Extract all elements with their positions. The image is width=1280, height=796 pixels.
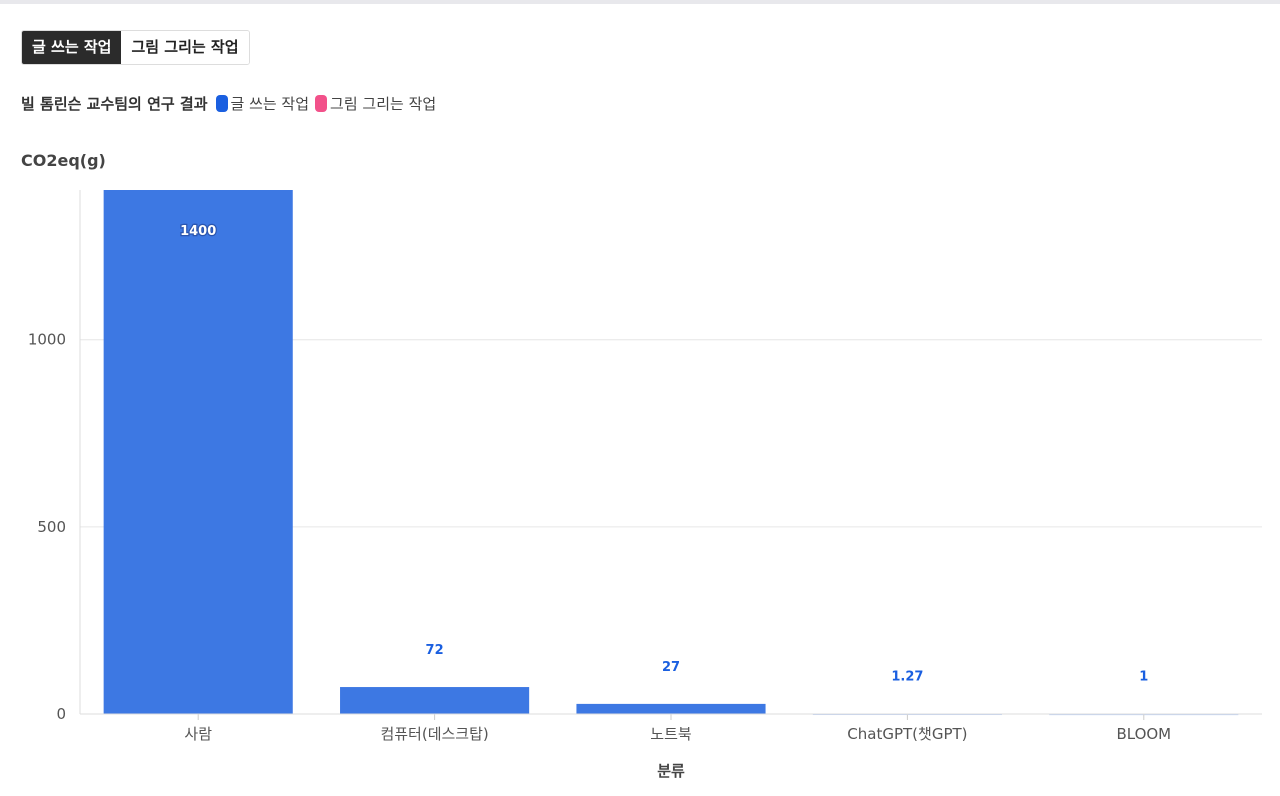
chart-legend: 빌 톰린슨 교수팀의 연구 결과 글 쓰는 작업 그림 그리는 작업 — [21, 93, 442, 114]
legend-label: 그림 그리는 작업 — [330, 95, 437, 113]
bar — [340, 687, 530, 714]
tab-writing[interactable]: 글 쓰는 작업 — [22, 31, 122, 64]
value-label: 27 — [662, 660, 680, 675]
top-border — [0, 0, 1280, 4]
legend-item-drawing[interactable]: 그림 그리는 작업 — [315, 93, 436, 114]
task-tabs: 글 쓰는 작업 그림 그리는 작업 — [21, 30, 250, 65]
bar — [103, 190, 293, 714]
x-tick-label: BLOOM — [1116, 725, 1171, 743]
legend-swatch — [215, 95, 228, 112]
x-axis-label: 분류 — [657, 762, 685, 780]
value-label: 1.27 — [891, 670, 923, 685]
value-label: 1 — [1139, 670, 1148, 685]
tab-drawing[interactable]: 그림 그리는 작업 — [121, 31, 249, 64]
value-label: 72 — [426, 643, 444, 658]
y-axis-label: CO2eq(g) — [21, 151, 106, 170]
bar — [576, 703, 766, 714]
y-tick-label: 0 — [56, 705, 66, 723]
x-tick-label: 컴퓨터(데스크탑) — [380, 725, 488, 743]
x-tick-label: ChatGPT(챗GPT) — [847, 725, 967, 743]
legend-item-writing[interactable]: 글 쓰는 작업 — [215, 93, 310, 114]
x-tick-label: 사람 — [184, 725, 212, 743]
x-tick-label: 노트북 — [650, 725, 691, 743]
y-tick-label: 500 — [37, 518, 66, 536]
legend-swatch — [315, 95, 328, 112]
legend-label: 글 쓰는 작업 — [230, 95, 310, 113]
y-tick-label: 1000 — [28, 331, 66, 349]
chart-title: 빌 톰린슨 교수팀의 연구 결과 — [21, 95, 208, 113]
value-label: 1400 — [180, 224, 216, 239]
